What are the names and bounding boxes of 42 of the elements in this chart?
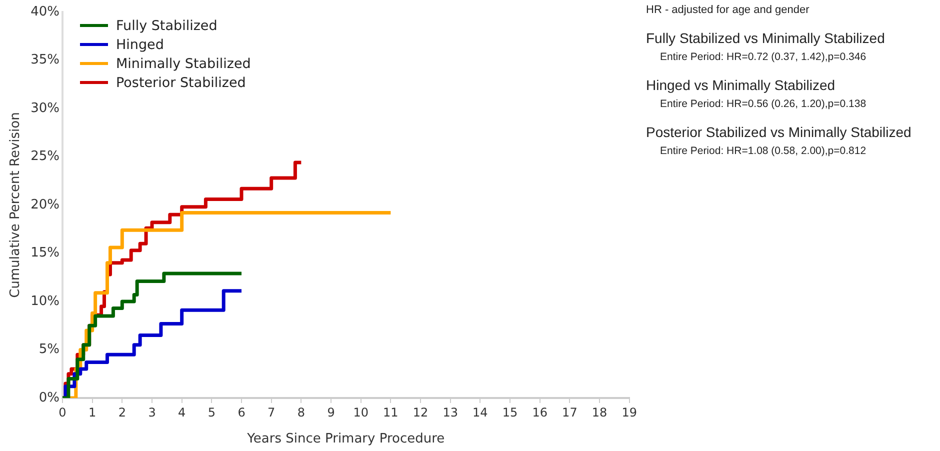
legend-label: Minimally Stabilized xyxy=(116,56,251,72)
x-tick-label: 14 xyxy=(472,405,488,420)
y-tick-label: 15% xyxy=(30,246,60,261)
x-tick-label: 10 xyxy=(353,405,368,420)
y-axis-title: Cumulative Percent Revision xyxy=(8,112,24,298)
legend-label: Posterior Stabilized xyxy=(116,74,246,90)
x-tick-label: 12 xyxy=(412,405,428,420)
text: HR - adjusted for age and gender xyxy=(646,4,810,16)
x-tick-label: 0 xyxy=(58,405,66,420)
x-tick-label: 4 xyxy=(178,405,186,420)
y-tick-label: 0% xyxy=(38,390,60,406)
y-tick-label: 25% xyxy=(30,149,60,164)
text: Entire Period: HR=0.56 (0.26, 1.20),p=0.138 xyxy=(660,98,868,110)
x-tick-label: 19 xyxy=(622,405,638,420)
x-tick-label: 1 xyxy=(88,405,96,420)
y-tick-label: 35% xyxy=(30,52,60,68)
x-tick-label: 13 xyxy=(442,405,458,420)
legend-label: Fully Stabilized xyxy=(116,18,218,34)
y-tick-label: 40% xyxy=(30,4,60,20)
x-tick-label: 11 xyxy=(383,405,398,420)
x-tick-label: 7 xyxy=(268,405,276,420)
text: Fully Stabilized vs Minimally Stabilized xyxy=(646,30,886,46)
x-tick-label: 15 xyxy=(502,405,518,420)
x-tick-label: 16 xyxy=(532,405,548,420)
x-tick-label: 18 xyxy=(592,405,608,420)
x-tick-label: 9 xyxy=(327,405,335,420)
x-axis-title: Years Since Primary Procedure xyxy=(246,432,445,447)
text: Hinged vs Minimally Stabilized xyxy=(646,77,836,93)
text: Entire Period: HR=1.08 (0.58, 2.00),p=0.812 xyxy=(660,145,868,157)
x-tick-label: 6 xyxy=(238,405,246,420)
y-tick-label: 10% xyxy=(30,294,60,309)
x-tick-label: 3 xyxy=(148,405,156,420)
x-tick-label: 17 xyxy=(562,405,578,420)
y-tick-label: 30% xyxy=(30,100,60,116)
y-tick-label: 20% xyxy=(30,197,60,212)
text: Posterior Stabilized vs Minimally Stabilized xyxy=(646,124,912,140)
x-tick-label: 2 xyxy=(118,405,126,420)
text: Entire Period: HR=0.72 (0.37, 1.42),p=0.346 xyxy=(660,51,868,63)
legend-label: Hinged xyxy=(116,36,164,52)
x-tick-label: 8 xyxy=(297,405,305,420)
x-tick-label: 5 xyxy=(208,405,216,420)
y-tick-label: 5% xyxy=(38,342,60,358)
